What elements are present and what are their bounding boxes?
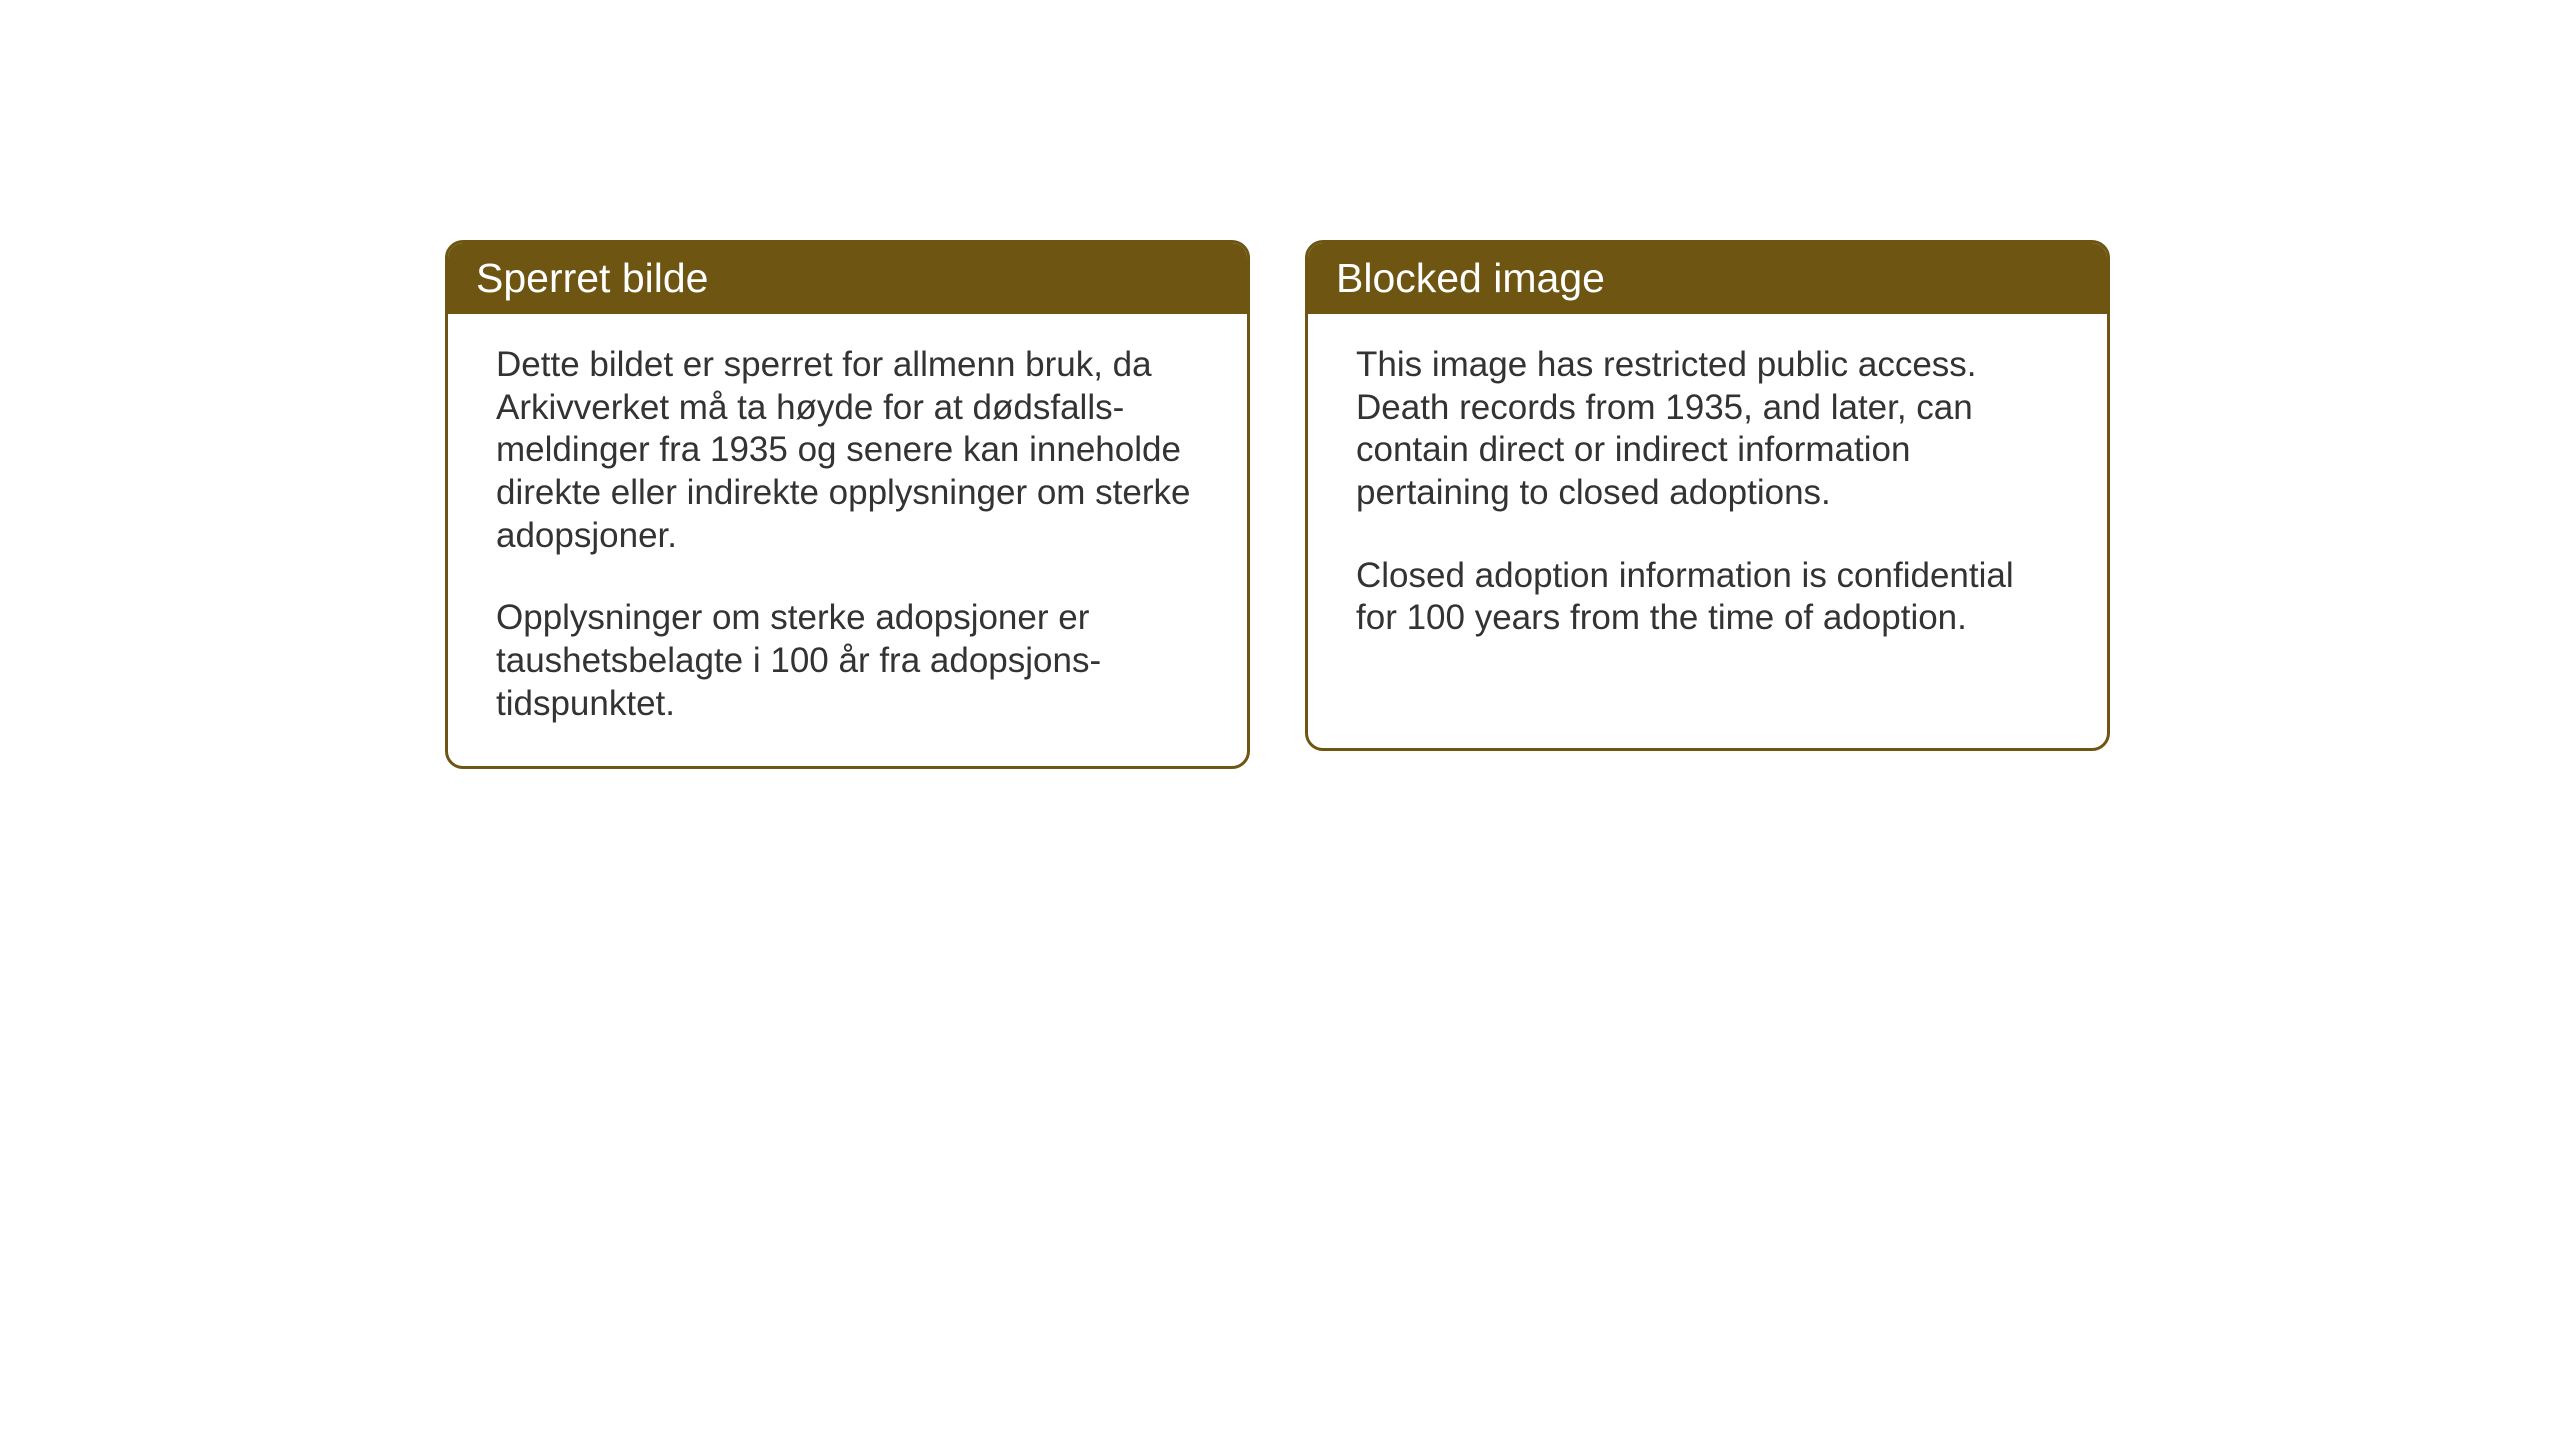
norwegian-card-body: Dette bildet er sperret for allmenn bruk… xyxy=(448,314,1247,766)
english-card-body: This image has restricted public access.… xyxy=(1308,314,2107,680)
norwegian-paragraph-1: Dette bildet er sperret for allmenn bruk… xyxy=(496,344,1199,557)
norwegian-paragraph-2: Opplysninger om sterke adopsjoner er tau… xyxy=(496,597,1199,725)
english-paragraph-2: Closed adoption information is confident… xyxy=(1356,555,2059,640)
english-paragraph-1: This image has restricted public access.… xyxy=(1356,344,2059,515)
english-notice-card: Blocked image This image has restricted … xyxy=(1305,240,2110,751)
norwegian-card-title: Sperret bilde xyxy=(448,243,1247,314)
notice-cards-container: Sperret bilde Dette bildet er sperret fo… xyxy=(445,240,2110,769)
norwegian-notice-card: Sperret bilde Dette bildet er sperret fo… xyxy=(445,240,1250,769)
english-card-title: Blocked image xyxy=(1308,243,2107,314)
